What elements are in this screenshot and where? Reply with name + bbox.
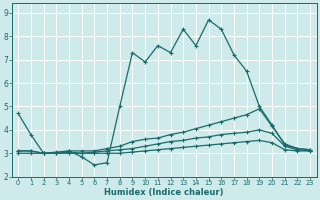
X-axis label: Humidex (Indice chaleur): Humidex (Indice chaleur)	[104, 188, 224, 197]
